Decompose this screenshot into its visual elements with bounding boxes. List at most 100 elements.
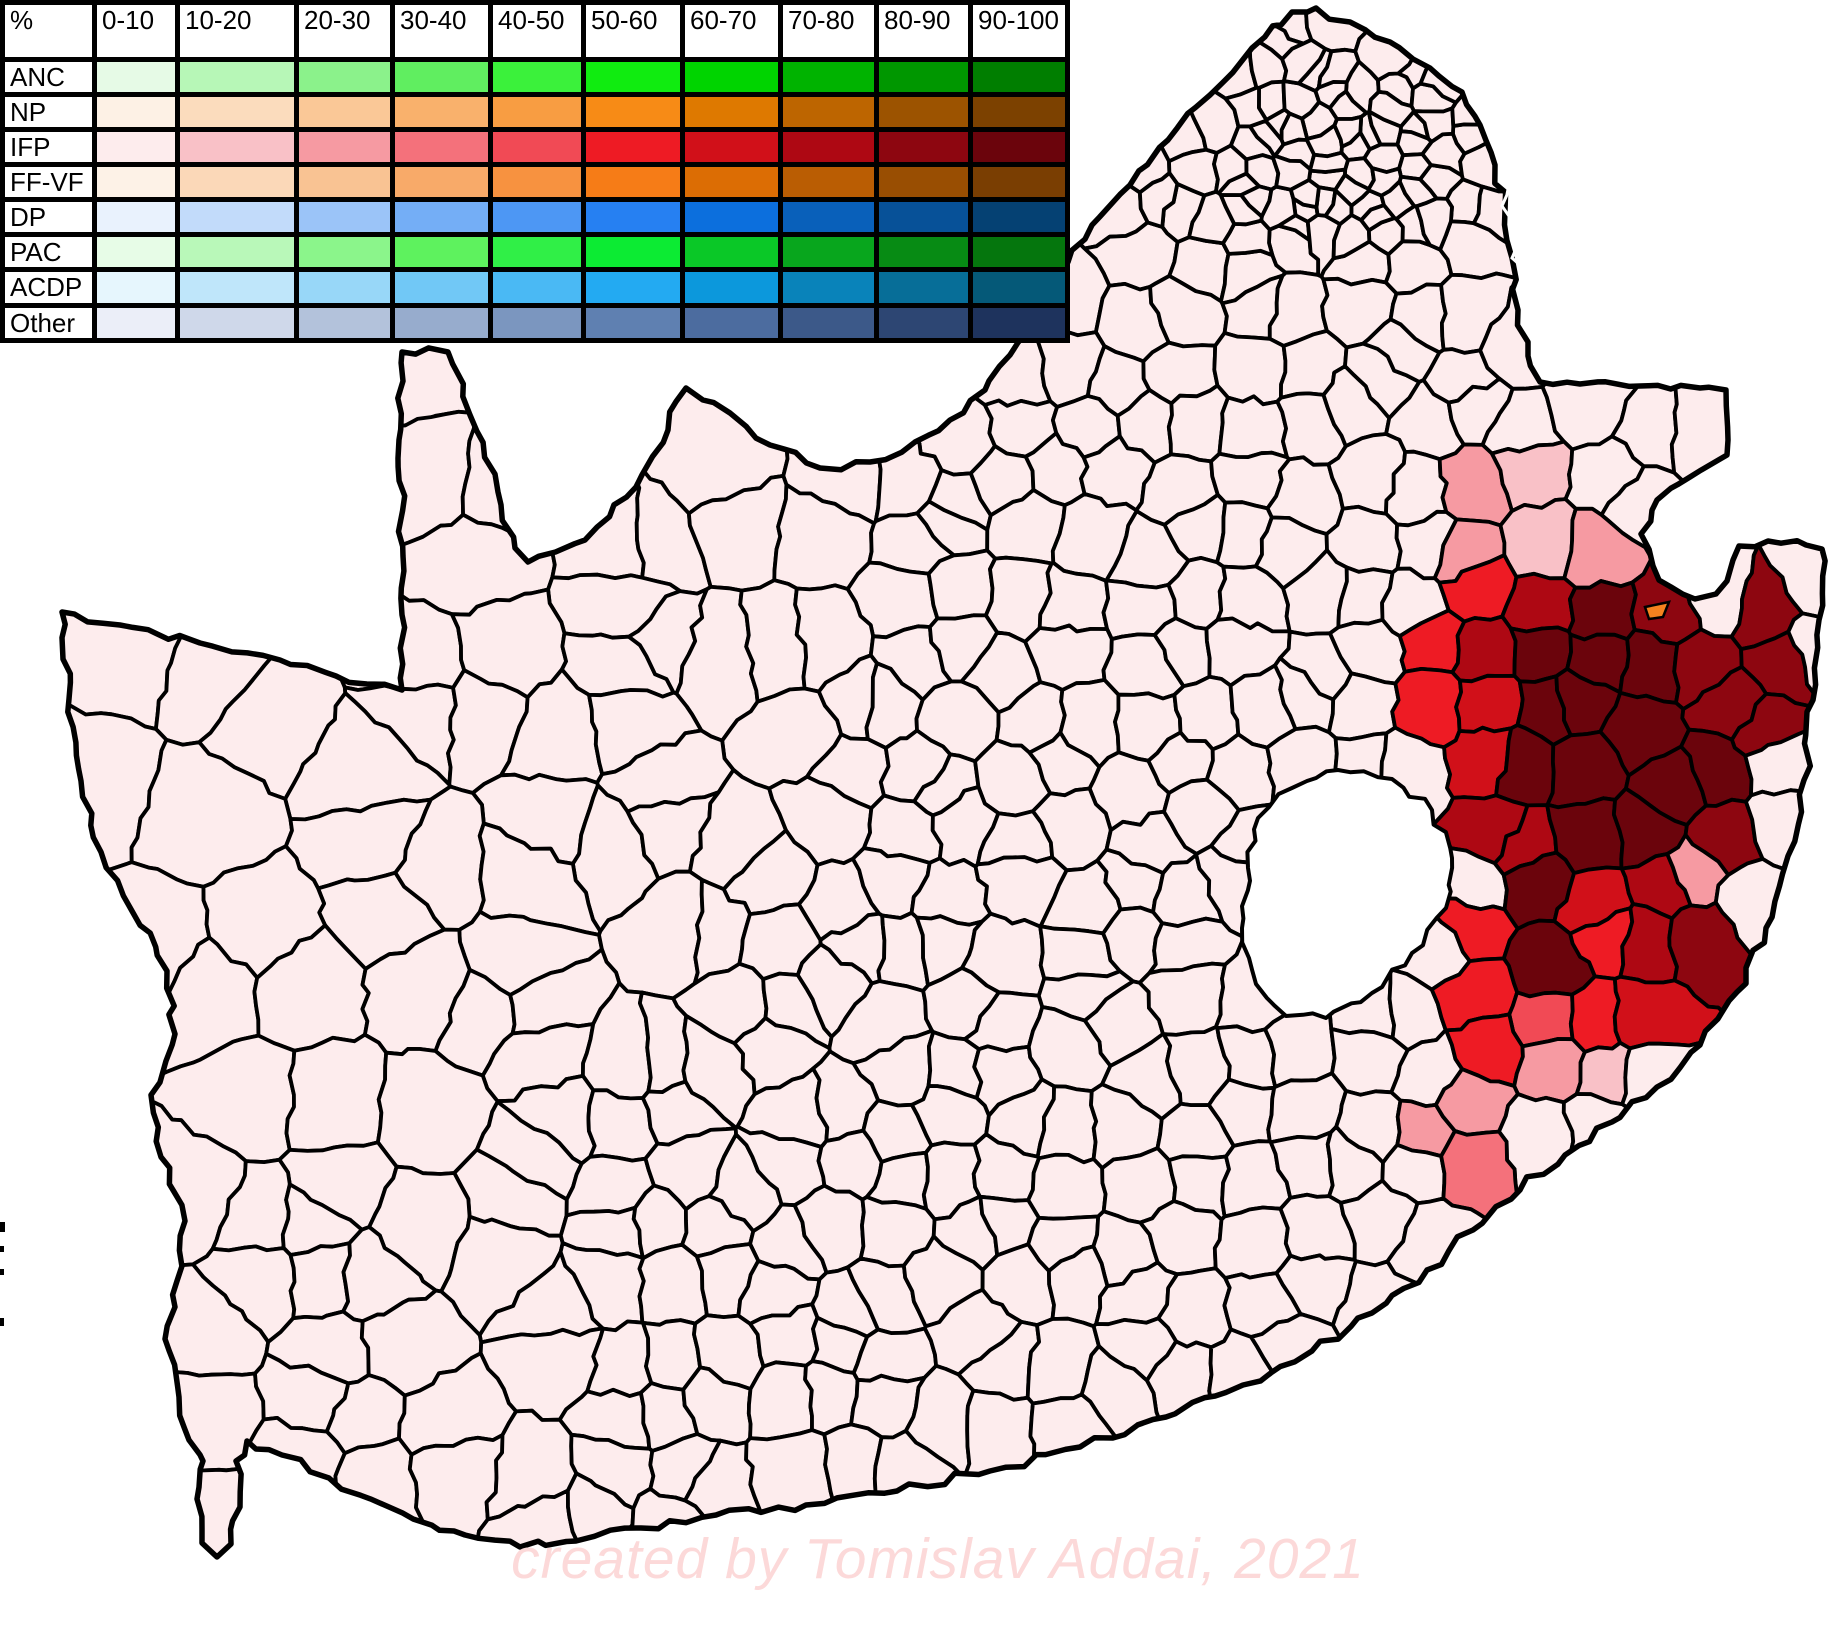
municipality	[1138, 171, 1180, 229]
legend-color-swatch	[390, 162, 493, 203]
municipality	[1454, 673, 1525, 734]
legend-party-label: ACDP	[0, 267, 97, 308]
legend-party-label: IFP	[0, 127, 97, 168]
municipality	[1450, 8, 1826, 134]
legend-color-swatch	[874, 127, 973, 168]
legend-color-swatch	[390, 92, 493, 133]
legend-color-swatch	[294, 197, 395, 238]
legend-color-swatch	[680, 232, 783, 273]
lesotho-enclave	[1240, 768, 1455, 1020]
legend-color-swatch	[968, 56, 1070, 98]
clipped-edge-text-mark	[0, 1222, 5, 1232]
municipality	[1288, 178, 1321, 209]
legend-range-header: 20-30	[294, 0, 395, 62]
legend-party-row: FF-VF	[0, 162, 1070, 203]
municipality	[566, 1471, 636, 1557]
legend-party-row: DP	[0, 197, 1070, 238]
legend-color-swatch	[92, 92, 180, 133]
legend-color-swatch	[874, 92, 973, 133]
legend-color-swatch	[92, 127, 180, 168]
legend-color-swatch	[294, 302, 395, 343]
municipality	[1027, 1392, 1247, 1557]
legend-color-swatch	[294, 92, 395, 133]
municipality	[241, 1416, 347, 1557]
legend-color-swatch	[968, 302, 1070, 343]
legend-color-swatch	[680, 267, 783, 308]
legend-color-swatch	[92, 232, 180, 273]
legend-party-label: FF-VF	[0, 162, 97, 203]
legend-color-swatch	[92, 267, 180, 308]
legend-color-swatch	[390, 127, 493, 168]
legend-color-swatch	[680, 127, 783, 168]
country-outline	[59, 5, 1828, 1560]
municipality	[1263, 107, 1292, 142]
legend-color-swatch	[968, 197, 1070, 238]
municipality	[1418, 8, 1601, 105]
legend-color-swatch	[968, 162, 1070, 203]
legend-color-swatch	[175, 92, 299, 133]
legend-color-swatch	[488, 302, 586, 343]
legend-color-swatch	[488, 197, 586, 238]
legend-party-label: NP	[0, 92, 97, 133]
legend-color-swatch	[874, 197, 973, 238]
municipality	[744, 1428, 853, 1557]
legend-party-row: IFP	[0, 127, 1070, 168]
legend-color-swatch	[390, 267, 493, 308]
legend-color-swatch	[778, 92, 879, 133]
municipality	[851, 1326, 938, 1384]
legend-color-swatch	[581, 232, 685, 273]
municipality	[746, 1360, 814, 1442]
legend-color-swatch	[390, 302, 493, 343]
legend-color-swatch	[488, 92, 586, 133]
legend-color-swatch	[581, 92, 685, 133]
clipped-edge-text-mark	[0, 1246, 4, 1252]
legend-color-swatch	[778, 162, 879, 203]
municipality	[1323, 188, 1354, 226]
legend-range-header: 80-90	[874, 0, 973, 62]
legend-color-swatch	[874, 302, 973, 343]
legend-color-swatch	[968, 92, 1070, 133]
municipality	[284, 1032, 389, 1153]
legend-color-swatch	[778, 56, 879, 98]
legend-range-header: 40-50	[488, 0, 586, 62]
legend-color-swatch	[581, 197, 685, 238]
legend-color-swatch	[680, 162, 783, 203]
municipality	[1147, 8, 1306, 62]
municipality	[1359, 203, 1397, 233]
legend-party-label: ANC	[0, 56, 97, 98]
legend-color-swatch	[488, 162, 586, 203]
legend-color-swatch	[778, 232, 879, 273]
legend-color-swatch	[778, 197, 879, 238]
legend-color-swatch	[390, 197, 493, 238]
legend-color-swatch	[175, 56, 299, 98]
legend-party-label: PAC	[0, 232, 97, 273]
municipality	[1458, 8, 1826, 224]
legend-color-swatch	[874, 267, 973, 308]
legend-color-swatch	[778, 267, 879, 308]
municipality	[1512, 1037, 1587, 1105]
legend-range-header: 90-100	[968, 0, 1070, 62]
legend-color-swatch	[968, 127, 1070, 168]
municipality	[62, 1466, 360, 1557]
legend-color-swatch	[874, 56, 973, 98]
legend-color-swatch	[488, 267, 586, 308]
municipality	[548, 419, 646, 581]
province-inner-border	[1587, 290, 1663, 302]
legend-color-swatch	[175, 127, 299, 168]
legend-color-swatch	[874, 162, 973, 203]
orange-municipality-speck	[1643, 600, 1672, 621]
legend-header-row: % 0-10 10-20 20-30 30-40 40-50 50-60 60-70 70-80…	[0, 0, 1070, 62]
legend-range-header: 60-70	[680, 0, 783, 62]
municipality	[1420, 132, 1467, 178]
municipality	[1332, 114, 1364, 149]
legend-color-swatch	[874, 232, 973, 273]
municipality	[1217, 394, 1289, 460]
legend-color-swatch	[294, 56, 395, 98]
legend-party-row: NP	[0, 92, 1070, 133]
municipality	[1367, 90, 1416, 129]
legend-color-swatch	[294, 232, 395, 273]
legend-color-swatch	[680, 302, 783, 343]
clipped-edge-text-mark	[0, 1318, 4, 1326]
legend-color-swatch	[680, 197, 783, 238]
legend-party-label: DP	[0, 197, 97, 238]
